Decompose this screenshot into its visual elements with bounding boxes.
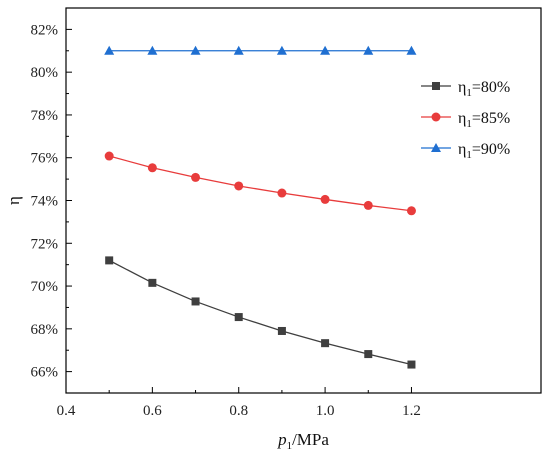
legend-marker [431, 112, 441, 122]
x-tick-label: 0.6 [143, 403, 162, 419]
y-tick-label: 82% [31, 22, 59, 38]
data-point [191, 172, 201, 182]
data-point [191, 297, 200, 306]
legend-label-sub: 1 [466, 87, 472, 99]
data-point [105, 256, 114, 265]
data-point [234, 313, 243, 322]
legend-label-value: =90% [472, 141, 510, 158]
series-line [109, 155, 412, 212]
y-tick-label: 70% [31, 279, 59, 295]
x-tick-label: 0.8 [229, 403, 248, 419]
legend-label: η1=85% [458, 110, 510, 130]
data-point [364, 350, 373, 359]
legend-label-value: =80% [472, 79, 510, 96]
data-point [147, 45, 158, 55]
data-point [190, 45, 201, 55]
x-tick-label: 1.0 [316, 403, 335, 419]
data-point [320, 45, 331, 55]
x-tick-label: 1.2 [402, 403, 421, 419]
y-tick-label: 78% [31, 108, 59, 124]
legend: η1=80%η1=85%η1=90% [421, 79, 510, 161]
data-point [148, 278, 157, 287]
legend-label: η1=80% [458, 79, 510, 99]
legend-label-main: η [458, 141, 466, 158]
data-point [320, 194, 330, 204]
plot-frame [65, 7, 542, 394]
data-point [234, 181, 244, 191]
legend-item: η1=90% [421, 141, 510, 161]
x-axis-title: p1/MPa [277, 430, 329, 452]
axis-ticks: 0.4 0.6 0.8 1.0 1.2 66% 68% 70% 72% 74% 76% 78% 80% 8… [31, 22, 421, 419]
x-tick-label: 0.4 [57, 403, 76, 419]
legend-label-main: η [458, 110, 466, 127]
series-layer [104, 45, 417, 369]
series-2 [104, 151, 416, 216]
data-point [233, 45, 244, 55]
series-line [108, 259, 412, 366]
legend-marker [431, 143, 441, 152]
legend-item: η1=85% [421, 110, 510, 130]
legend-item: η1=80% [421, 79, 510, 99]
data-point [104, 151, 114, 161]
series-1 [105, 256, 416, 369]
y-tick-label: 80% [31, 65, 59, 81]
data-point [363, 45, 374, 55]
data-point [104, 45, 115, 55]
legend-label-value: =85% [472, 110, 510, 127]
y-tick-label: 68% [31, 322, 59, 338]
data-point [321, 339, 330, 348]
data-point [363, 200, 373, 210]
data-point [147, 163, 157, 173]
data-point [277, 188, 287, 198]
data-point [407, 360, 416, 369]
data-point [406, 45, 417, 55]
legend-label-sub: 1 [466, 149, 472, 161]
x-axis-title-unit: /MPa [292, 430, 329, 449]
x-axis-title-var: p [277, 430, 287, 449]
legend-label: η1=90% [458, 141, 510, 161]
legend-label-main: η [458, 79, 466, 96]
y-tick-label: 74% [31, 194, 59, 210]
y-axis-title: η [4, 196, 23, 205]
data-point [277, 326, 286, 335]
legend-label-sub: 1 [466, 118, 472, 130]
legend-marker [432, 82, 440, 90]
series-3 [104, 45, 417, 55]
y-tick-label: 76% [31, 151, 59, 167]
y-tick-label: 66% [31, 365, 59, 381]
data-point [406, 206, 416, 216]
data-point [276, 45, 287, 55]
y-tick-label: 72% [31, 236, 59, 252]
x-axis-title-sub: 1 [287, 440, 293, 452]
